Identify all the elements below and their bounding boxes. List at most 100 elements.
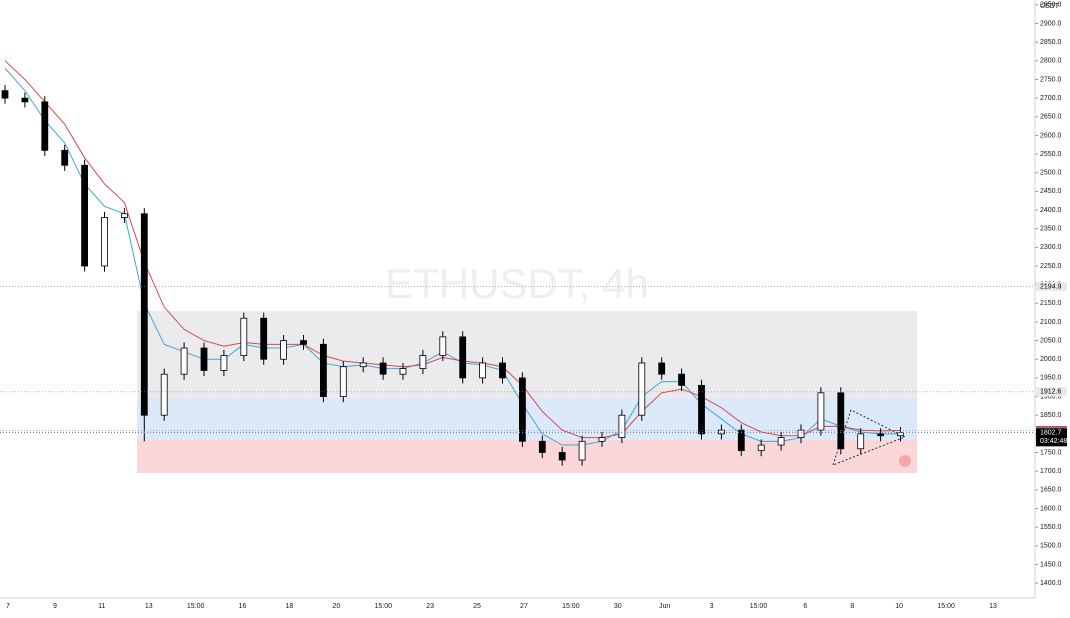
candle-body <box>499 362 506 379</box>
candle-body <box>519 377 526 442</box>
moving-average <box>4 67 901 446</box>
x-tick-label: 7 <box>6 603 10 610</box>
candle-body <box>21 97 29 103</box>
candle-body <box>897 432 904 437</box>
candle-body <box>558 452 566 461</box>
y-tick-label: 2400.0 <box>1040 207 1062 214</box>
y-tick-label: 2500.0 <box>1040 170 1062 177</box>
y-tick-label: 2000.0 <box>1040 356 1062 363</box>
y-tick-label: 2550.0 <box>1040 151 1062 158</box>
candle-body <box>379 362 387 375</box>
y-tick-label: 1750.0 <box>1040 449 1062 456</box>
x-tick-label: 15:00 <box>562 603 580 610</box>
x-tick-label: 16 <box>239 603 247 610</box>
x-tick-label: 15:00 <box>937 603 955 610</box>
candle-body <box>777 437 785 446</box>
watermark: ETHUSDT, 4h <box>385 260 649 307</box>
y-tick-label: 2750.0 <box>1040 76 1062 83</box>
candle-body <box>757 444 765 452</box>
candle-body <box>877 433 884 437</box>
x-tick-label: 13 <box>145 603 153 610</box>
candle-body <box>698 384 705 435</box>
price-tag-label: 1802.7 <box>1040 430 1062 437</box>
candle-body <box>598 437 606 442</box>
y-tick-label: 1650.0 <box>1040 487 1062 494</box>
x-tick-label: 15:00 <box>374 603 392 610</box>
x-tick-label: 15:00 <box>750 603 768 610</box>
candle-body <box>718 429 725 435</box>
candle-body <box>578 440 586 461</box>
y-tick-label: 2650.0 <box>1040 114 1062 121</box>
y-tick-label: 2600.0 <box>1040 132 1062 139</box>
y-tick-label: 1550.0 <box>1040 524 1062 531</box>
candle-body <box>101 217 108 267</box>
countdown: 03:42:48 <box>1040 438 1067 445</box>
candle-body <box>240 317 248 356</box>
x-tick-label: 27 <box>520 603 528 610</box>
y-tick-label: 2450.0 <box>1040 188 1062 195</box>
y-tick-label: 2900.0 <box>1040 20 1062 27</box>
moving-average <box>4 60 901 439</box>
y-tick-label: 2800.0 <box>1040 58 1062 65</box>
y-tick-label: 2300.0 <box>1040 244 1062 251</box>
candle-body <box>180 347 188 375</box>
candle-body <box>658 362 666 375</box>
x-tick-label: 18 <box>286 603 294 610</box>
y-tick-label: 1450.0 <box>1040 561 1062 568</box>
candle-body <box>200 347 208 371</box>
candle-body <box>140 213 148 416</box>
price-tag <box>1036 282 1067 292</box>
y-tick-label: 1850.0 <box>1040 412 1062 419</box>
candle-body <box>857 433 865 450</box>
candle-body <box>618 414 626 438</box>
candle-body <box>61 149 69 166</box>
price-tag-label: 1912.6 <box>1040 389 1062 396</box>
candle-body <box>319 343 327 397</box>
x-tick-label: 8 <box>850 603 854 610</box>
candle-body <box>638 362 646 416</box>
candle-body <box>160 373 168 416</box>
candle-body <box>837 392 845 450</box>
candle-body <box>81 164 88 267</box>
y-tick-label: 2050.0 <box>1040 337 1062 344</box>
candle-body <box>419 355 427 369</box>
y-tick-label: 1950.0 <box>1040 375 1062 382</box>
y-tick-label: 1900.0 <box>1040 393 1062 400</box>
y-tick-label: 2950.0 <box>1040 2 1062 9</box>
price-tag <box>1036 428 1067 447</box>
zone-red <box>137 440 917 473</box>
x-tick-label: 13 <box>989 603 997 610</box>
candle-body <box>797 429 805 438</box>
x-tick-label: 20 <box>332 603 340 610</box>
alert-icon[interactable] <box>899 455 911 467</box>
candle-body <box>121 213 128 218</box>
y-tick-label: 2700.0 <box>1040 95 1062 102</box>
candle-body <box>399 368 407 375</box>
y-tick-label: 1700.0 <box>1040 468 1062 475</box>
y-tick-label: 2250.0 <box>1040 263 1062 270</box>
x-tick-label: 30 <box>614 603 622 610</box>
y-tick-label: 1400.0 <box>1040 580 1062 587</box>
x-tick-label: 25 <box>473 603 481 610</box>
x-tick-label: Jun <box>659 603 670 610</box>
y-tick-label: 1500.0 <box>1040 543 1062 550</box>
price-tag-label: 2194.9 <box>1040 283 1062 290</box>
y-tick-label: 2150.0 <box>1040 300 1062 307</box>
x-tick-label: 3 <box>710 603 714 610</box>
candle-body <box>817 392 825 431</box>
axis-unit: USDT <box>1040 3 1060 10</box>
candle-body <box>737 429 745 452</box>
candle-body <box>359 362 367 368</box>
candle-body <box>260 317 268 360</box>
x-tick-label: 10 <box>895 603 903 610</box>
candle-body <box>538 440 546 453</box>
x-tick-label: 11 <box>98 603 105 610</box>
candle-body <box>459 336 467 379</box>
x-tick-label: 6 <box>803 603 807 610</box>
candle-body <box>280 340 288 360</box>
candle-body <box>678 373 685 386</box>
candle-body <box>41 101 49 151</box>
x-tick-label: 23 <box>426 603 434 610</box>
